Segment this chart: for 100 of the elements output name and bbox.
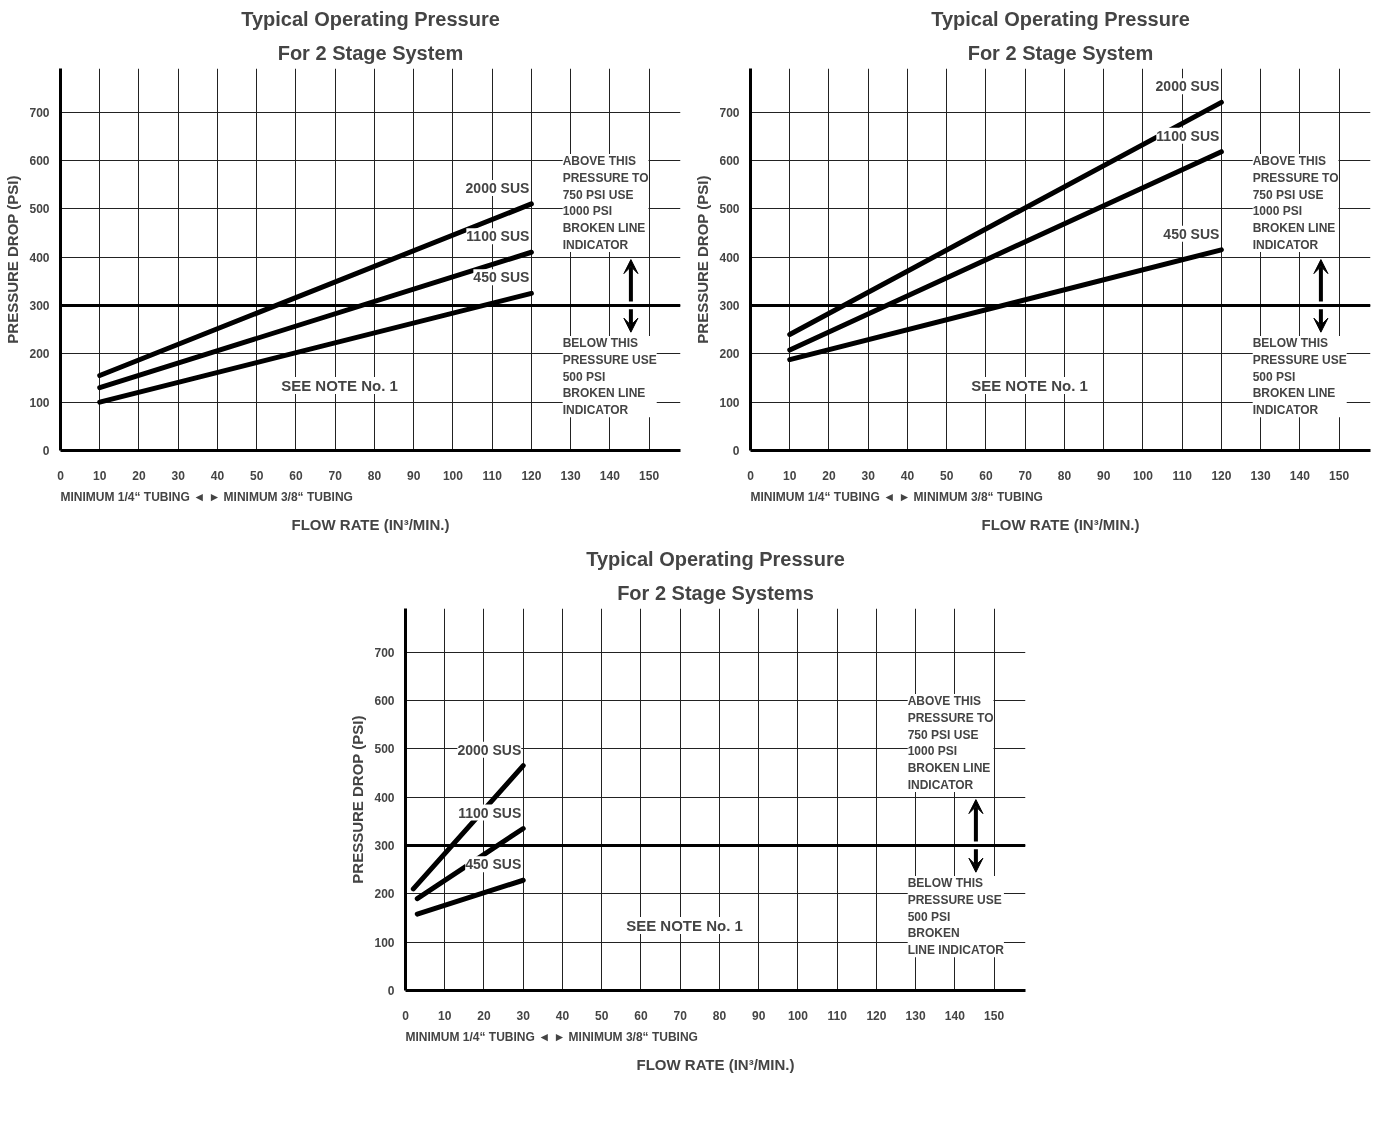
x-tick-label: 30 xyxy=(171,468,186,483)
x-tick-label: 40 xyxy=(555,1008,570,1023)
x-tick-label: 60 xyxy=(634,1008,648,1023)
series-label: 450 SUS xyxy=(473,269,530,286)
x-tick-label: 0 xyxy=(57,468,65,483)
x-tick-label: 80 xyxy=(712,1008,727,1023)
annotation: BELOW THIS PRESSURE USE 500 PSI BROKEN LINE INDICATOR xyxy=(562,336,657,418)
y-tick-label: 500 xyxy=(719,202,740,217)
y-tick-label: 200 xyxy=(719,347,740,362)
x-tick-label: 140 xyxy=(1289,468,1311,483)
x-tick-label: 100 xyxy=(1132,468,1154,483)
x-tick-label: 120 xyxy=(521,468,542,483)
x-tick-label: 110 xyxy=(827,1008,848,1023)
x-axis-title: FLOW RATE (IN³/MIN.) xyxy=(636,1055,795,1073)
series-label: 2000 SUS xyxy=(457,741,522,758)
y-tick-label: 700 xyxy=(29,105,50,120)
x-tick-label: 80 xyxy=(367,468,382,483)
annotation: BELOW THIS PRESSURE USE 500 PSI BROKEN LINE INDICATOR xyxy=(1252,336,1347,418)
y-tick-label: 600 xyxy=(719,153,740,168)
text: MINIMUM 1/4“ TUBING ◄ ► MINIMUM 3/8“ TUBING xyxy=(60,489,353,504)
x-tick-label: 90 xyxy=(751,1008,766,1023)
x-tick-label: 150 xyxy=(639,468,660,483)
x-tick-label: 0 xyxy=(402,1008,410,1023)
y-axis-title: PRESSURE DROP (PSI) xyxy=(349,715,367,884)
x-tick-label: 40 xyxy=(900,468,915,483)
y-axis-title: PRESSURE DROP (PSI) xyxy=(694,175,712,344)
x-tick-label: 130 xyxy=(1250,468,1271,483)
series-label: 450 SUS xyxy=(1163,225,1220,242)
x-tick-label: 130 xyxy=(560,468,581,483)
x-tick-label: 40 xyxy=(210,468,225,483)
x-tick-label: 10 xyxy=(93,468,107,483)
y-tick-label: 100 xyxy=(719,395,740,410)
annotation: SEE NOTE No. 1 xyxy=(971,377,1088,395)
y-tick-label: 500 xyxy=(29,202,50,217)
chart-title: Typical Operating Pressure xyxy=(931,7,1190,30)
y-tick-label: 400 xyxy=(719,250,740,265)
x-tick-label: 90 xyxy=(406,468,421,483)
y-tick-label: 200 xyxy=(374,887,395,902)
x-tick-label: 120 xyxy=(1211,468,1232,483)
series-label: 1100 SUS xyxy=(458,804,522,821)
x-tick-label: 70 xyxy=(328,468,343,483)
x-tick-label: 100 xyxy=(442,468,464,483)
x-tick-label: 150 xyxy=(984,1008,1005,1023)
x-tick-label: 140 xyxy=(599,468,621,483)
y-tick-label: 0 xyxy=(387,984,395,998)
series-label: 450 SUS xyxy=(465,856,522,873)
y-tick-label: 700 xyxy=(719,105,740,120)
y-tick-label: 300 xyxy=(719,298,740,313)
text: MINIMUM 1/4“ TUBING ◄ ► MINIMUM 3/8“ TUBING xyxy=(405,1029,698,1044)
y-tick-label: 0 xyxy=(42,444,50,458)
x-tick-label: 60 xyxy=(979,468,993,483)
x-tick-label: 50 xyxy=(250,468,264,483)
y-tick-label: 300 xyxy=(374,838,395,853)
annotation: ABOVE THIS PRESSURE TO 750 PSI USE 1000 PSI BROKEN LINE INDICATOR xyxy=(562,153,649,252)
x-tick-label: 120 xyxy=(866,1008,887,1023)
x-tick-label: 110 xyxy=(482,468,503,483)
chart-subtitle: For 2 Stage System xyxy=(277,41,464,64)
x-tick-label: 20 xyxy=(132,468,146,483)
chart-title: Typical Operating Pressure xyxy=(241,7,500,30)
x-tick-label: 10 xyxy=(438,1008,452,1023)
annotation: ABOVE THIS PRESSURE TO 750 PSI USE 1000 PSI BROKEN LINE INDICATOR xyxy=(1252,153,1339,252)
x-tick-label: 130 xyxy=(905,1008,926,1023)
annotation: ABOVE THIS PRESSURE TO 750 PSI USE 1000 PSI BROKEN LINE INDICATOR xyxy=(907,693,994,792)
x-tick-label: 80 xyxy=(1057,468,1072,483)
y-tick-label: 700 xyxy=(374,645,395,660)
y-tick-label: 600 xyxy=(29,153,50,168)
x-tick-label: 20 xyxy=(477,1008,491,1023)
x-tick-label: 10 xyxy=(783,468,797,483)
x-tick-label: 20 xyxy=(822,468,836,483)
text: MINIMUM 1/4“ TUBING ◄ ► MINIMUM 3/8“ TUBING xyxy=(750,489,1043,504)
y-tick-label: 300 xyxy=(29,298,50,313)
y-tick-label: 100 xyxy=(29,395,50,410)
series-label: 2000 SUS xyxy=(465,179,530,196)
y-tick-label: 400 xyxy=(29,250,50,265)
y-tick-label: 600 xyxy=(374,693,395,708)
x-tick-label: 100 xyxy=(787,1008,809,1023)
annotation: BELOW THIS PRESSURE USE 500 PSI BROKEN LINE INDICATOR xyxy=(907,876,1005,958)
x-tick-label: 150 xyxy=(1329,468,1350,483)
chart-title: Typical Operating Pressure xyxy=(586,547,845,570)
y-tick-label: 0 xyxy=(732,444,740,458)
x-axis-title: FLOW RATE (IN³/MIN.) xyxy=(291,515,450,533)
x-tick-label: 110 xyxy=(1172,468,1193,483)
chart-subtitle: For 2 Stage System xyxy=(967,41,1154,64)
series-label: 2000 SUS xyxy=(1155,78,1220,95)
chart-subtitle: For 2 Stage Systems xyxy=(617,581,814,604)
series-label: 1100 SUS xyxy=(466,228,530,245)
x-tick-label: 30 xyxy=(861,468,876,483)
x-tick-label: 50 xyxy=(595,1008,609,1023)
y-tick-label: 400 xyxy=(374,790,395,805)
x-tick-label: 60 xyxy=(289,468,303,483)
y-tick-label: 200 xyxy=(29,347,50,362)
x-tick-label: 140 xyxy=(944,1008,966,1023)
y-tick-label: 500 xyxy=(374,742,395,757)
x-tick-label: 30 xyxy=(516,1008,531,1023)
x-tick-label: 70 xyxy=(1018,468,1033,483)
annotation: SEE NOTE No. 1 xyxy=(626,917,743,935)
x-tick-label: 90 xyxy=(1096,468,1111,483)
x-axis-title: FLOW RATE (IN³/MIN.) xyxy=(981,515,1140,533)
y-tick-label: 100 xyxy=(374,935,395,950)
x-tick-label: 70 xyxy=(673,1008,688,1023)
